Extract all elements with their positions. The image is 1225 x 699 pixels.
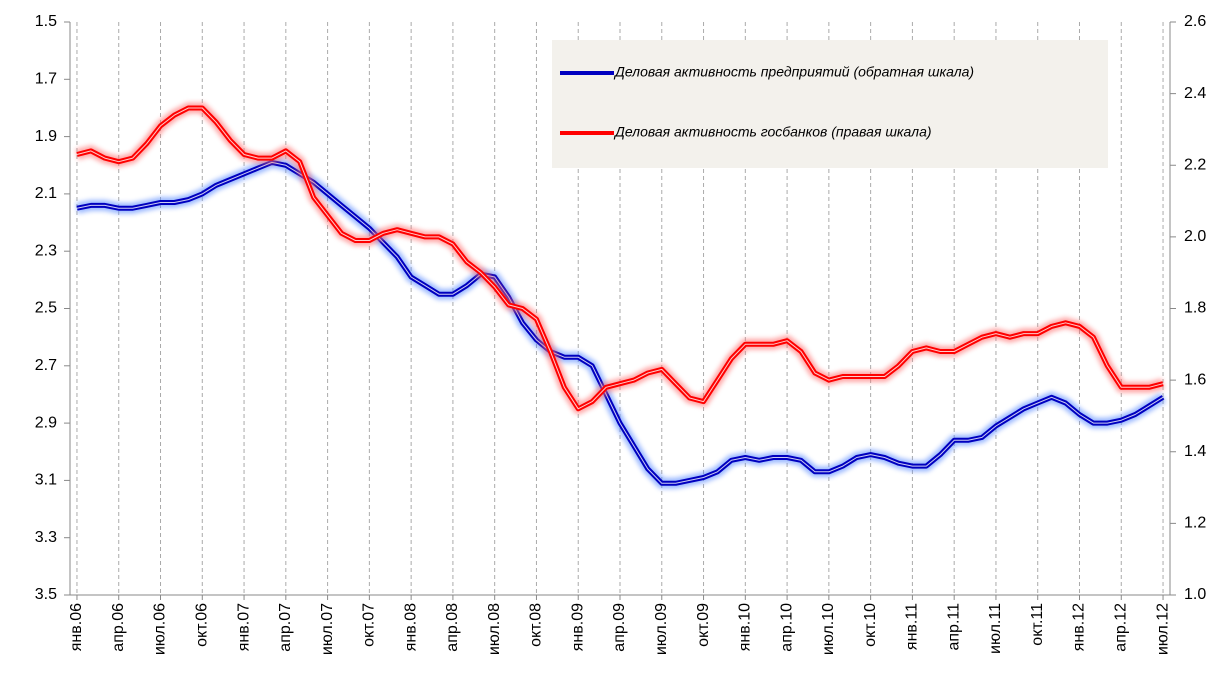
x-tick-label: окт.06: [193, 603, 210, 647]
y2-tick-label: 1.4: [1184, 443, 1206, 460]
y2-tick-label: 1.0: [1184, 586, 1206, 603]
x-tick-label: апр.09: [611, 603, 628, 652]
x-tick-label: янв.12: [1071, 603, 1088, 651]
y2-tick-label: 1.6: [1184, 371, 1206, 388]
y2-tick-label: 1.2: [1184, 515, 1206, 532]
x-tick-label: янв.10: [737, 603, 754, 651]
y2-tick-label: 2.0: [1184, 228, 1206, 245]
line-highlight: [76, 107, 1164, 410]
y2-tick-label: 1.8: [1184, 300, 1206, 317]
y-tick-label: 1.7: [35, 71, 57, 88]
y-tick-label: 1.9: [35, 128, 57, 145]
x-tick-label: окт.11: [1029, 603, 1046, 646]
x-tick-label: окт.08: [528, 603, 545, 647]
line-highlight: [76, 161, 1164, 484]
x-tick-label: янв.06: [68, 603, 85, 651]
x-tick-label: апр.06: [110, 603, 127, 652]
x-tick-label: июл.08: [486, 603, 503, 655]
x-tick-label: янв.07: [235, 603, 252, 651]
y-tick-label: 1.5: [35, 13, 57, 30]
x-tick-label: апр.07: [277, 603, 294, 652]
x-tick-label: апр.11: [945, 603, 962, 651]
x-tick-label: окт.07: [361, 603, 378, 647]
x-tick-label: окт.10: [862, 603, 879, 647]
y-tick-label: 3.5: [35, 586, 57, 603]
x-tick-label: янв.09: [569, 603, 586, 651]
y2-tick-label: 2.4: [1184, 85, 1206, 102]
y-tick-label: 2.1: [35, 185, 57, 202]
x-tick-label: июл.11: [987, 603, 1004, 654]
x-tick-label: июл.09: [653, 603, 670, 655]
y-tick-label: 2.3: [35, 242, 57, 259]
y-tick-label: 3.3: [35, 529, 57, 546]
legend-label: Деловая активность госбанков (правая шка…: [613, 124, 932, 140]
x-tick-label: янв.08: [402, 603, 419, 651]
y-tick-label: 2.9: [35, 414, 57, 431]
x-tick-label: июл.10: [820, 603, 837, 655]
x-tick-label: июл.07: [319, 603, 336, 655]
x-tick-label: окт.09: [695, 603, 712, 647]
x-tick-label: апр.12: [1112, 603, 1129, 652]
y-tick-label: 2.5: [35, 300, 57, 317]
y-tick-label: 3.1: [35, 472, 57, 489]
x-tick-label: июл.12: [1154, 603, 1171, 655]
legend-box: [552, 40, 1108, 168]
y2-tick-label: 2.6: [1184, 13, 1206, 30]
x-tick-label: апр.08: [444, 603, 461, 652]
x-tick-label: апр.10: [778, 603, 795, 652]
legend-label: Деловая активность предприятий (обратная…: [613, 64, 974, 80]
y2-tick-label: 2.2: [1184, 156, 1206, 173]
x-tick-label: июл.06: [152, 603, 169, 655]
x-tick-label: янв.11: [904, 603, 921, 650]
y-tick-label: 2.7: [35, 357, 57, 374]
